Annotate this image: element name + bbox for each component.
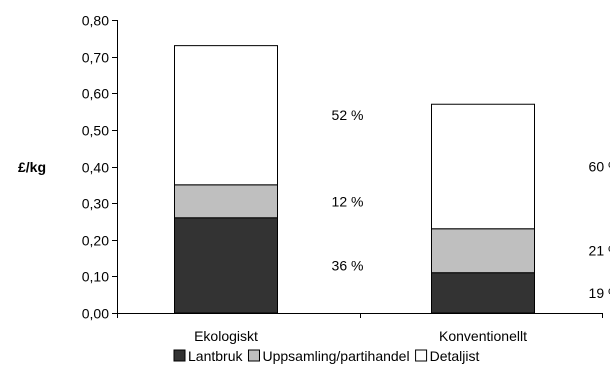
legend-swatch [248, 350, 259, 361]
x-tick-labels: Ekologiskt Konventionellt [194, 328, 527, 344]
y-tick-label: 0,80 [82, 13, 109, 29]
legend-label: Uppsamling/partihandel [262, 348, 409, 364]
x-tick-label: Konventionellt [439, 328, 527, 344]
data-label: 21 % [589, 243, 610, 259]
y-axis-label: £/kg [18, 159, 46, 175]
y-tick-label: 0,10 [82, 269, 109, 285]
data-label: 12 % [332, 193, 364, 209]
bar-segment [175, 218, 278, 313]
data-label: 60 % [589, 159, 610, 175]
y-tick-label: 0,60 [82, 86, 109, 102]
y-tick-label: 0,40 [82, 160, 109, 176]
legend: Lantbruk Uppsamling/partihandel Detaljist [174, 348, 479, 364]
bars: 36 % 12 % 52 % 19 % 21 % 60 % [175, 46, 610, 313]
y-tick-label: 0,30 [82, 196, 109, 212]
bar-segment [432, 273, 535, 313]
y-tick-label: 0,70 [82, 50, 109, 66]
data-label: 19 % [589, 285, 610, 301]
bar-segment [175, 46, 278, 185]
bar-segment [175, 185, 278, 218]
legend-label: Lantbruk [188, 348, 243, 364]
legend-swatch [416, 350, 427, 361]
legend-swatch [174, 350, 185, 361]
data-label: 52 % [332, 107, 364, 123]
legend-label: Detaljist [430, 348, 480, 364]
bar-segment [432, 104, 535, 229]
bar-segment [432, 229, 535, 273]
data-label: 36 % [332, 257, 364, 273]
x-tick-label: Ekologiskt [194, 328, 258, 344]
y-tick-label: 0,20 [82, 233, 109, 249]
y-tick-label: 0,00 [82, 306, 109, 322]
y-tick-label: 0,50 [82, 123, 109, 139]
